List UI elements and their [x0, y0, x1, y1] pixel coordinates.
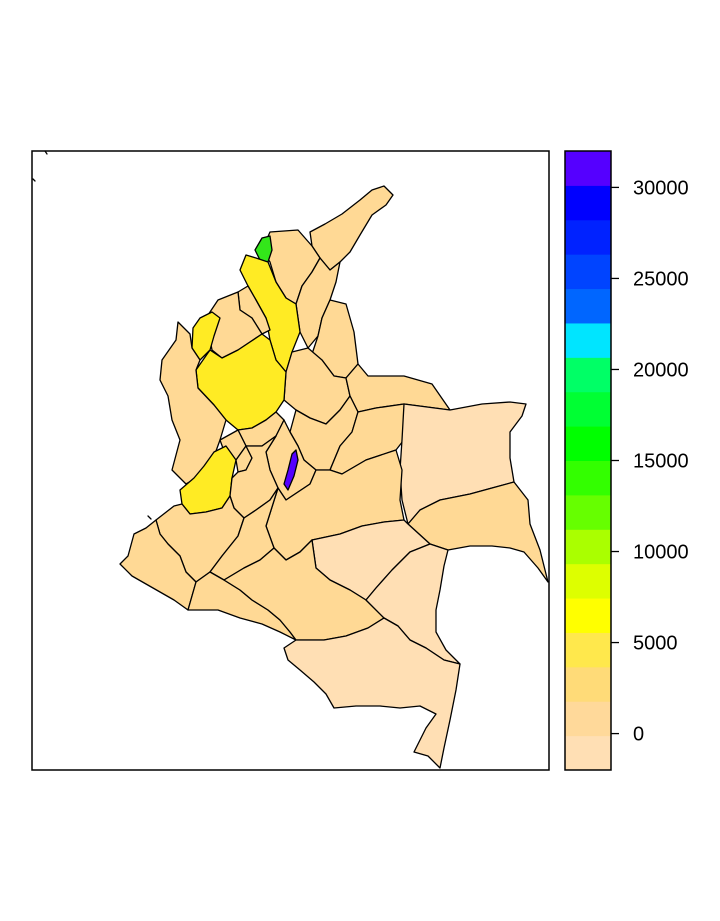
- colorbar-tick-label: 25000: [633, 268, 689, 290]
- department-narino[interactable]: [119, 519, 197, 611]
- colorbar-swatch: [565, 322, 611, 358]
- colorbar-swatch: [565, 563, 611, 599]
- colorbar-swatch: [565, 598, 611, 633]
- department-choco[interactable]: [159, 321, 227, 485]
- colorbar-tick-label: 5000: [633, 633, 678, 655]
- colorbar-swatch: [565, 288, 611, 324]
- map-panel: [31, 150, 550, 771]
- colorbar-tick-label: 20000: [633, 359, 689, 381]
- colorbar-tick-label: 10000: [633, 542, 689, 564]
- colorbar-tick-label: 30000: [633, 177, 689, 199]
- colorbar-tick-label: 0: [633, 724, 644, 746]
- colorbar-swatch: [565, 219, 611, 255]
- colorbar-swatch: [565, 185, 611, 221]
- department-amazonas[interactable]: [283, 617, 461, 769]
- colorbar-swatch: [565, 151, 611, 186]
- colorbar-swatch: [565, 494, 611, 530]
- colorbar-swatch: [565, 357, 611, 393]
- colorbar-swatch: [565, 666, 611, 702]
- colorbar-ticks: 0 5000 10000 15000 20000 25000 30000: [611, 177, 689, 746]
- department-bogota[interactable]: [283, 449, 299, 491]
- island-dot: [32, 178, 36, 182]
- colorbar-swatch: [565, 254, 611, 290]
- colorbar-swatch: [565, 529, 611, 565]
- department-guainia[interactable]: [407, 481, 549, 583]
- colorbar-swatch: [565, 632, 611, 668]
- legend-colorbar: 0 5000 10000 15000 20000 25000 30000: [564, 150, 689, 771]
- colorbar-swatch: [565, 391, 611, 427]
- colorbar-swatches: [565, 151, 611, 771]
- colorbar-swatch: [565, 426, 611, 461]
- colorbar-tick-label: 15000: [633, 451, 689, 473]
- colorbar-swatch: [565, 701, 611, 737]
- colorbar-swatch: [565, 735, 611, 771]
- island-dot: [147, 515, 152, 520]
- colorbar-swatch: [565, 460, 611, 496]
- island-dot: [44, 150, 48, 155]
